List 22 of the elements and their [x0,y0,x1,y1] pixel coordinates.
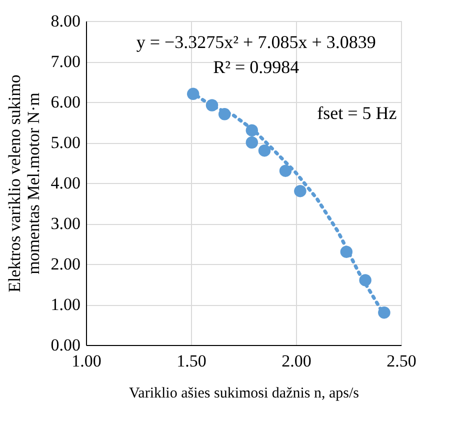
annotation: y = −3.3275x² + 7.085x + 3.0839 [136,32,376,52]
point [246,136,258,149]
y-tick-label: 7.00 [50,52,80,71]
x-tick-label: 1.00 [72,352,102,370]
y-axis-title: Elektros variklio veleno sukimo momentas Mel.motor N·m [4,74,43,292]
y-tick-label: 1.00 [50,295,80,314]
annotation: R² = 0.9984 [213,57,300,77]
x-tick-label: 2.00 [282,352,312,370]
point [279,164,292,177]
point [258,144,271,157]
y-tick-label: 0.00 [50,336,80,354]
x-axis-title: Variklio ašies sukimosi dažnis n, aps/s [129,386,360,402]
annotation: fset = 5 Hz [317,103,397,123]
point [294,184,306,198]
y-tick-label: 8.00 [50,12,80,30]
x-tick-label: 2.50 [386,352,416,370]
y-tick-label: 2.00 [50,254,80,274]
x-tick-label: 1.50 [176,352,206,370]
y-tick-label: 3.00 [50,214,80,233]
y-tick-label: 5.00 [50,133,80,152]
y-tick-label: 6.00 [50,92,80,112]
y-tick-label: 4.00 [50,174,80,192]
